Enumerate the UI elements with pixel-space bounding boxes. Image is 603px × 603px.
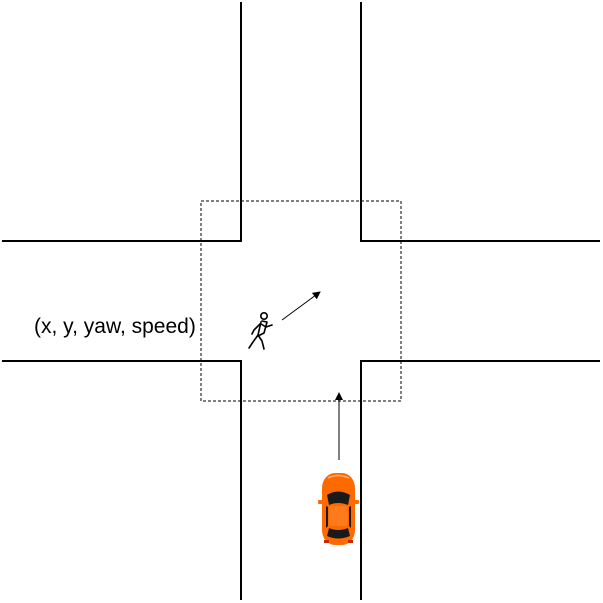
road-edge-bottom-right [360,360,600,600]
intersection-zone [200,200,402,402]
pedestrian-icon [248,311,273,350]
road-edge-top-right [360,2,600,242]
car-icon [318,473,359,545]
road-edge-bottom-left [2,360,242,600]
road-edge-top-left [2,2,242,242]
state-label: (x, y, yaw, speed) [34,315,196,338]
pedestrian-heading-arrow [281,291,321,321]
